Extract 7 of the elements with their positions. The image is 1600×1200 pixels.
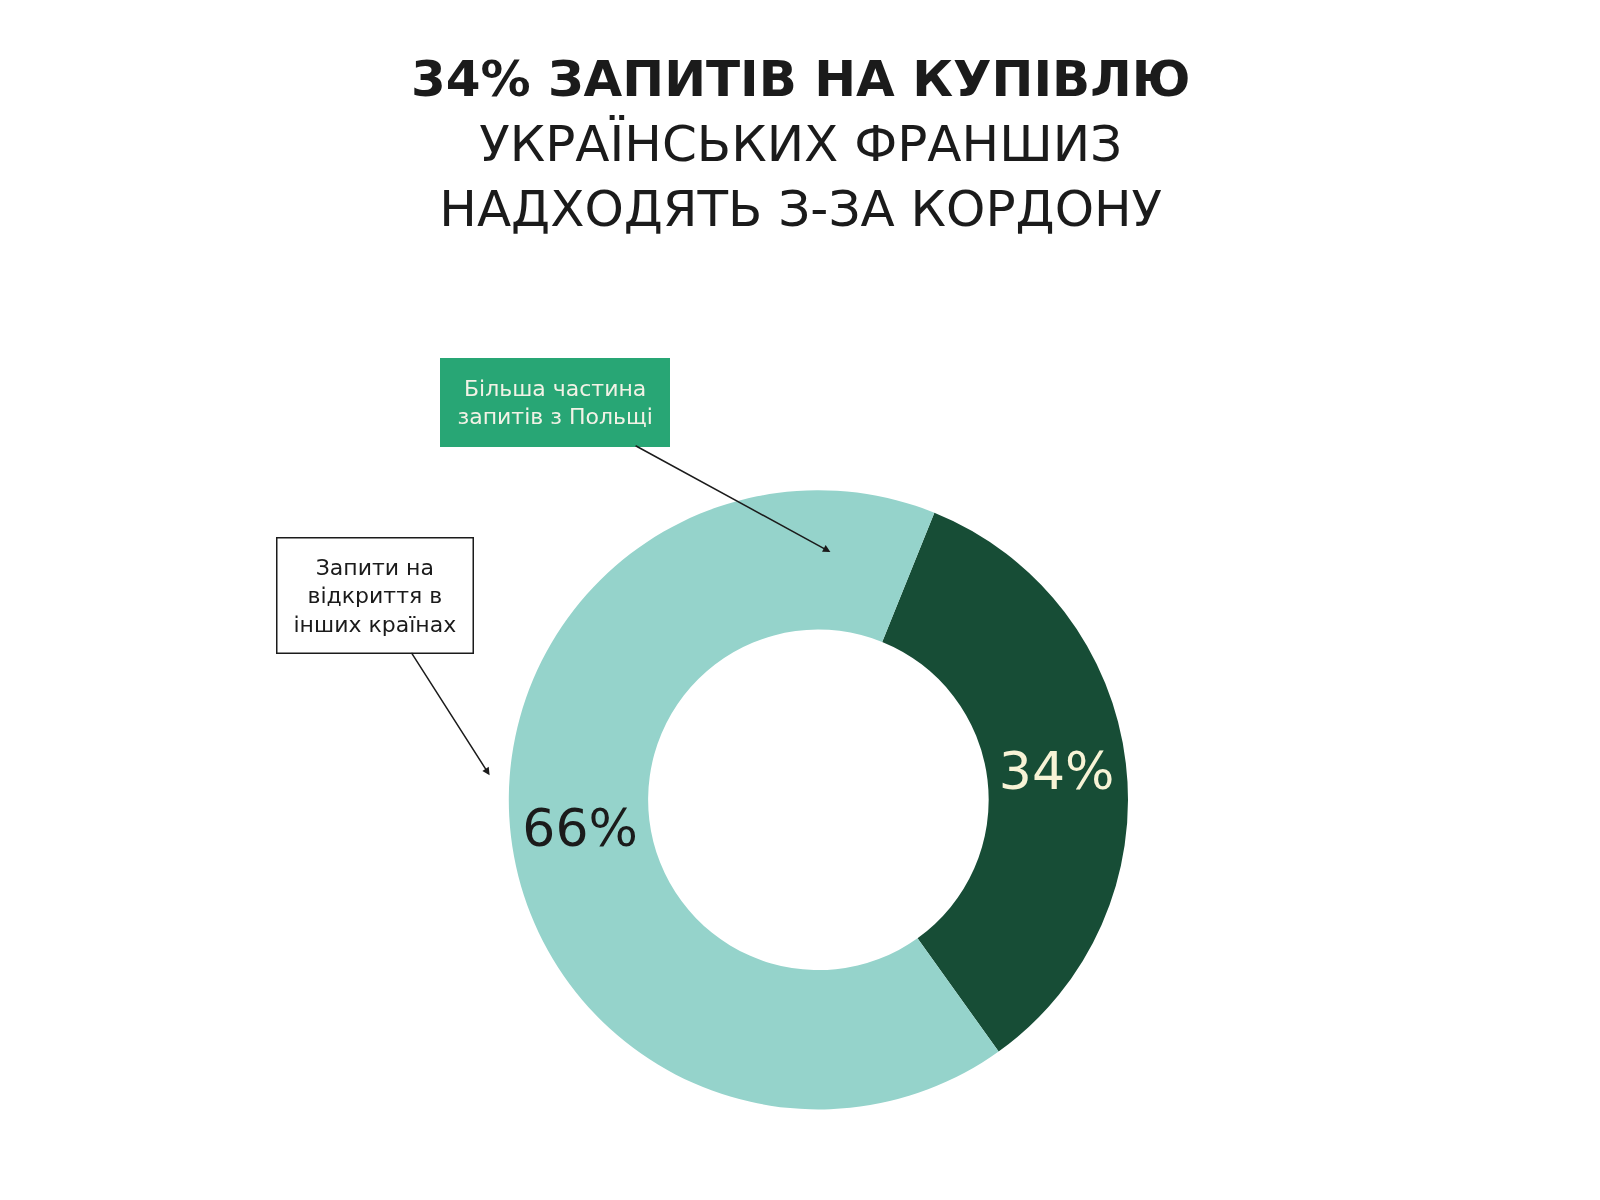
text: Більша частина запитів з Польщі: [457, 375, 653, 430]
donut-slice: [508, 490, 999, 1110]
donut-slice: [882, 512, 1128, 1052]
data-label: 34%: [998, 741, 1115, 802]
text: Запити на відкриття в інших країнах: [293, 554, 457, 637]
data-label: 66%: [522, 798, 638, 859]
chart-title: 34% ЗАПИТІВ НА КУПІВЛЮ УКРАЇНСЬКИХ ФРАНШИЗ НАДХОДЯТЬ З-ЗА КОРДОНУ: [411, 50, 1191, 238]
